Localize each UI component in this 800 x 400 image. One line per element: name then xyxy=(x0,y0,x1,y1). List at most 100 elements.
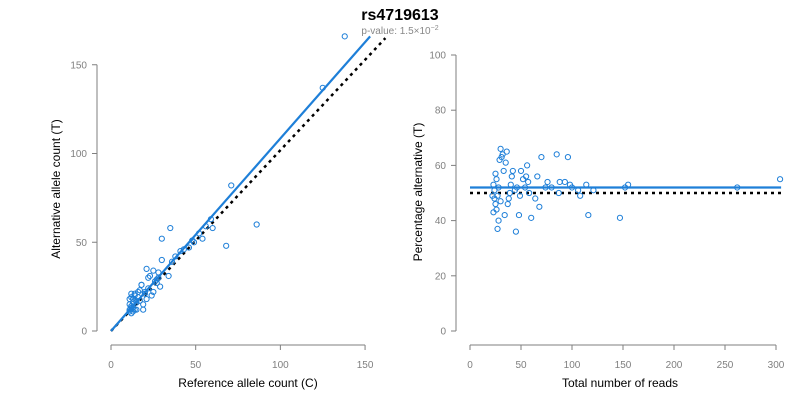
data-point xyxy=(577,192,584,199)
data-point xyxy=(177,248,184,255)
data-point xyxy=(555,189,562,197)
data-point xyxy=(133,306,140,313)
x-tick-label: 0 xyxy=(108,360,114,371)
y-tick-label: 20 xyxy=(435,271,447,282)
data-point xyxy=(138,281,145,288)
data-point xyxy=(143,295,150,303)
data-point xyxy=(516,192,524,199)
data-point xyxy=(561,178,568,186)
data-point xyxy=(199,235,206,242)
data-point xyxy=(153,276,160,283)
y-axis-title: Percentage alternative (T) xyxy=(411,123,425,262)
percentage-alternative-scatter-panel: 0 50 100 150 200 250 300 0 20 40 60 80 100 Total numb… xyxy=(411,51,785,391)
data-point xyxy=(131,306,138,313)
data-point xyxy=(505,195,512,202)
data-point xyxy=(143,265,150,272)
data-point xyxy=(538,154,545,161)
data-point xyxy=(228,182,235,189)
x-tick-label: 300 xyxy=(768,360,785,371)
x-axis-title: Total number of reads xyxy=(562,376,678,390)
data-point xyxy=(253,221,260,228)
data-point xyxy=(490,209,497,216)
data-point xyxy=(776,176,784,183)
data-point xyxy=(151,278,159,285)
y-tick-label: 0 xyxy=(440,327,446,338)
data-point xyxy=(223,242,230,249)
pvalue-mantissa: p-value: 1.5×10 xyxy=(361,26,431,37)
y-tick-label: 100 xyxy=(70,149,87,160)
data-point xyxy=(492,200,499,208)
data-point xyxy=(502,159,509,166)
data-point xyxy=(157,283,164,290)
data-point xyxy=(515,211,523,219)
data-point xyxy=(509,167,516,175)
data-point xyxy=(517,167,525,175)
data-point xyxy=(495,217,502,224)
y-tick-label: 40 xyxy=(435,216,447,227)
data-point xyxy=(508,173,515,180)
allele-count-scatter-panel: 0 50 100 150 0 50 100 150 Reference allele count… xyxy=(49,33,387,390)
data-point xyxy=(145,285,152,292)
data-point xyxy=(150,288,157,296)
data-point xyxy=(556,178,563,186)
data-point xyxy=(128,290,135,297)
y-tick-label: 0 xyxy=(81,327,87,338)
data-point xyxy=(136,287,143,294)
data-point xyxy=(616,214,624,221)
data-point xyxy=(497,145,504,152)
chart-subtitle: p-value: 1.5×10−2 xyxy=(361,25,438,37)
data-point xyxy=(528,214,535,221)
data-point xyxy=(158,256,165,264)
data-point xyxy=(129,295,137,303)
data-point xyxy=(148,292,155,299)
y-tick-label: 80 xyxy=(435,106,447,117)
data-point xyxy=(140,306,147,313)
data-point xyxy=(519,176,527,183)
fit-line xyxy=(110,35,371,332)
data-point xyxy=(209,224,216,232)
data-point xyxy=(503,148,510,155)
x-tick-label: 100 xyxy=(564,360,581,371)
data-point xyxy=(128,294,135,301)
data-point xyxy=(128,310,135,317)
chart-title: rs4719613 xyxy=(361,7,439,24)
data-point xyxy=(544,178,551,186)
x-tick-label: 0 xyxy=(467,360,473,371)
data-point xyxy=(146,272,154,280)
data-point xyxy=(135,288,142,296)
data-point xyxy=(526,189,533,197)
y-tick-label: 150 xyxy=(70,60,87,71)
data-point xyxy=(497,198,504,205)
data-point xyxy=(532,195,539,202)
data-point xyxy=(493,176,500,183)
data-point xyxy=(536,203,543,210)
data-point xyxy=(494,225,501,232)
data-point xyxy=(131,292,138,299)
data-point xyxy=(499,151,506,158)
data-point xyxy=(553,151,560,158)
x-tick-label: 250 xyxy=(717,360,734,371)
data-point xyxy=(167,224,174,232)
data-point xyxy=(133,299,140,306)
data-point xyxy=(501,211,508,219)
data-point xyxy=(131,290,138,297)
data-point xyxy=(524,162,531,169)
pvalue-exponent: −2 xyxy=(431,25,439,32)
reference-line xyxy=(110,37,387,332)
x-tick-label: 150 xyxy=(357,360,374,371)
data-point xyxy=(168,258,176,265)
data-point xyxy=(126,295,133,303)
y-tick-label: 50 xyxy=(76,238,88,249)
data-point xyxy=(564,154,572,161)
data-point xyxy=(534,173,541,180)
x-tick-label: 50 xyxy=(515,360,527,371)
x-tick-label: 200 xyxy=(666,360,683,371)
data-point xyxy=(158,235,165,242)
y-tick-label: 60 xyxy=(435,161,447,172)
data-point xyxy=(496,156,503,163)
data-point xyxy=(145,274,152,281)
x-tick-label: 150 xyxy=(615,360,632,371)
x-axis-title: Reference allele count (C) xyxy=(178,376,317,390)
